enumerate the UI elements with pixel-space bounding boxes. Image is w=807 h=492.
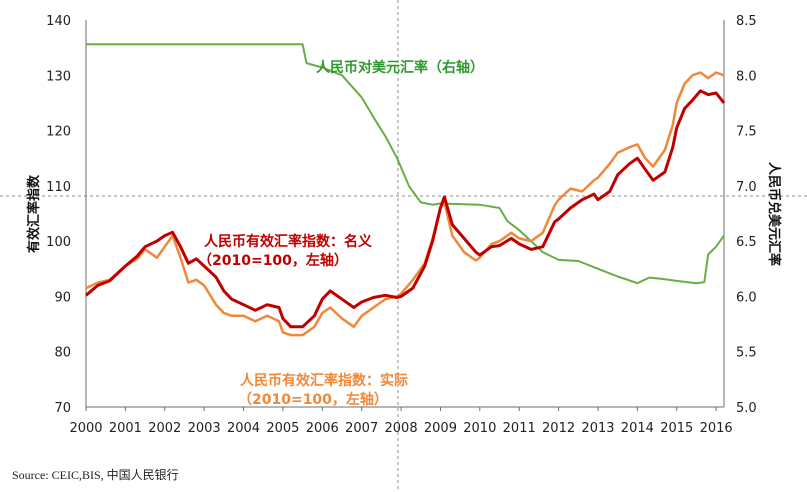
x-tick-label: 2010 [463, 421, 496, 436]
x-tick-label: 2013 [581, 421, 614, 436]
x-tick-label: 2011 [503, 421, 536, 436]
usdcny-series-line [86, 43, 725, 285]
usdcny-annotation: 人民币对美元汇率（右轴） [316, 59, 484, 76]
nominal-annotation-line2: （2010=100，左轴） [198, 252, 348, 269]
left-tick-label: 110 [46, 180, 71, 195]
x-tick-label: 2009 [424, 421, 457, 436]
right-tick-label: 6.0 [736, 290, 757, 305]
real-annotation-line1: 人民币有效汇率指数：实际 [240, 372, 408, 389]
nominal-series-line [85, 89, 726, 329]
right-tick-label: 6.5 [736, 235, 757, 250]
left-tick-label: 120 [46, 125, 71, 140]
right-tick-label: 8.5 [736, 14, 757, 29]
right-axis-ticks: 5.0 5.5 6.0 6.5 7.0 7.5 8.0 8.5 [736, 14, 757, 416]
left-tick-label: 130 [46, 69, 71, 84]
left-tick-label: 140 [46, 14, 71, 29]
series-layer [85, 43, 726, 337]
x-tick-label: 2008 [385, 421, 418, 436]
x-tick-label: 2012 [542, 421, 575, 436]
x-tick-label: 2001 [109, 421, 142, 436]
x-tick-label: 2014 [621, 421, 654, 436]
x-tick-label: 2000 [69, 421, 102, 436]
left-tick-label: 80 [54, 346, 71, 361]
nominal-annotation-line1: 人民币有效汇率指数：名义 [204, 233, 372, 250]
right-tick-label: 7.0 [736, 180, 757, 195]
left-tick-label: 100 [46, 235, 71, 250]
left-tick-label: 90 [54, 290, 71, 305]
left-axis-title: 有效汇率指数 [26, 174, 42, 253]
x-tick-label: 2007 [345, 421, 378, 436]
left-axis-ticks: 70 80 90 100 110 120 130 140 [46, 14, 71, 416]
x-tick-label: 2006 [306, 421, 339, 436]
right-tick-label: 7.5 [736, 125, 757, 140]
x-axis-ticks: 2000 2001 2002 2003 2004 2005 2006 2007 2008 2009… [69, 407, 733, 436]
right-axis-title: 人民币兑美元汇率 [766, 162, 782, 266]
right-tick-label: 5.0 [736, 401, 757, 416]
x-tick-label: 2004 [227, 421, 260, 436]
right-tick-label: 8.0 [736, 69, 757, 84]
x-tick-label: 2016 [700, 421, 733, 436]
source-note: Source: CEIC,BIS, 中国人民银行 [12, 468, 179, 482]
x-tick-label: 2002 [148, 421, 181, 436]
real-annotation-line2: （2010=100，左轴） [238, 391, 388, 408]
x-tick-label: 2005 [266, 421, 299, 436]
x-tick-label: 2003 [188, 421, 221, 436]
right-tick-label: 5.5 [736, 346, 757, 361]
real-series-line [85, 71, 725, 337]
x-tick-label: 2015 [660, 421, 693, 436]
plot-frame [85, 20, 725, 408]
left-tick-label: 70 [54, 401, 71, 416]
